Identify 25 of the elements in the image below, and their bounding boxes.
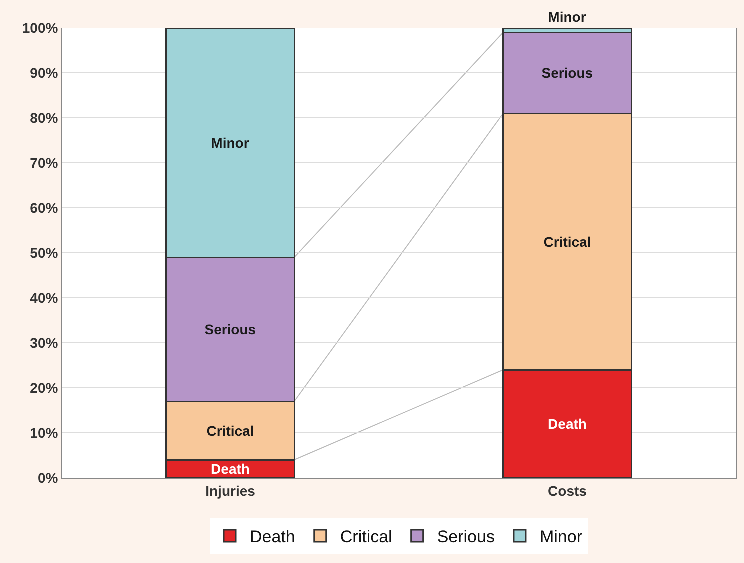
text: Serious <box>204 322 256 338</box>
text: Critical <box>544 234 592 250</box>
text: Critical <box>206 422 254 439</box>
x-tick-label: Injuries <box>206 482 256 499</box>
y-tick-label: 40% <box>30 290 59 306</box>
text: Minor <box>548 9 586 25</box>
y-tick-label: 20% <box>30 380 59 396</box>
y-tick-label: 0% <box>38 470 59 486</box>
y-tick-label: 10% <box>30 424 59 441</box>
text: Death <box>211 461 250 477</box>
y-tick-label: 30% <box>30 334 59 351</box>
y-tick-label: 70% <box>30 154 59 171</box>
y-tick-label: 90% <box>30 64 59 81</box>
y-tick-label: 100% <box>22 20 59 36</box>
legend-label: Serious <box>437 528 495 547</box>
legend-label: Minor <box>540 528 583 547</box>
y-tick-label: 80% <box>30 110 59 126</box>
text: Serious <box>542 65 594 81</box>
text: Minor <box>211 134 250 151</box>
x-tick-label: Costs <box>548 482 588 499</box>
legend-label: Death <box>250 528 296 547</box>
y-tick-label: 50% <box>30 244 59 261</box>
text: Death <box>548 416 587 432</box>
legend-label: Critical <box>340 528 392 547</box>
y-tick-label: 60% <box>30 200 59 216</box>
